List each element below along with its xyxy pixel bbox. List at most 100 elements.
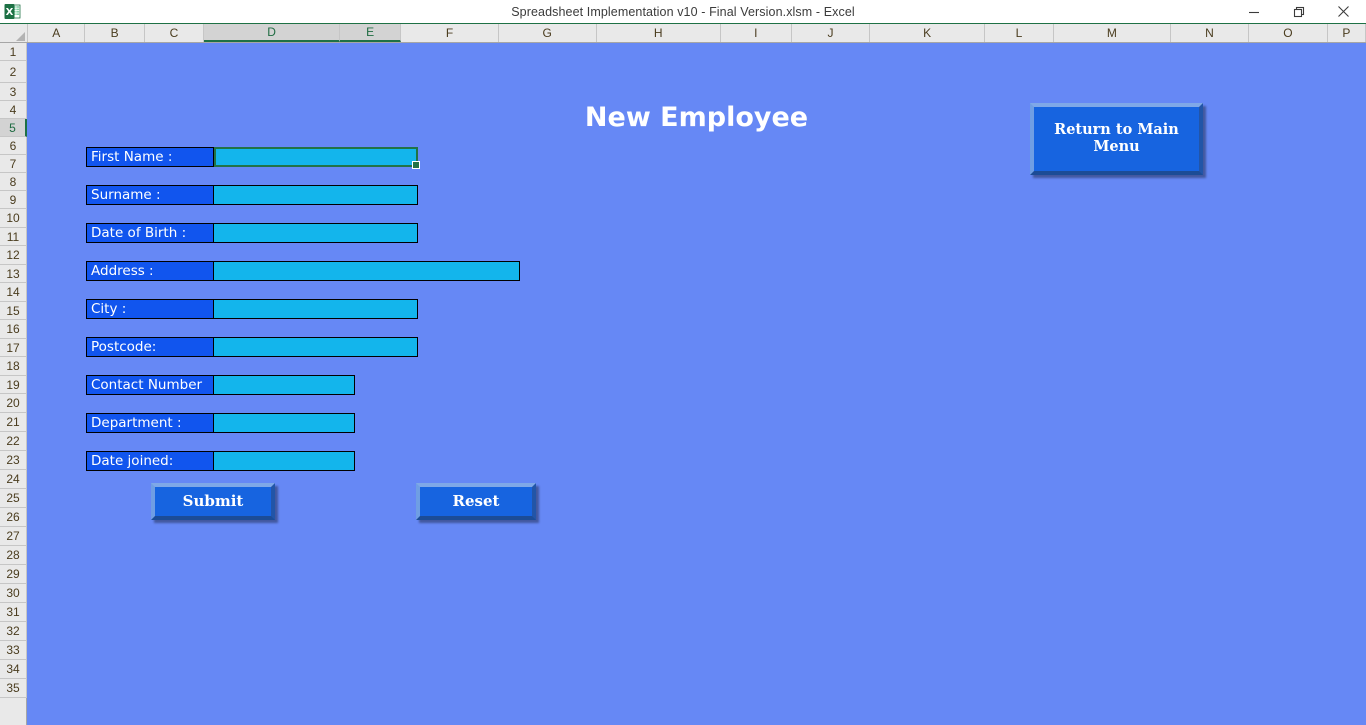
- row-header-label: 33: [6, 643, 20, 657]
- reset-button[interactable]: Reset: [416, 483, 536, 520]
- row-header-18[interactable]: 18: [0, 357, 27, 376]
- row-header-5[interactable]: 5: [0, 119, 27, 137]
- column-header-p[interactable]: P: [1327, 24, 1366, 42]
- row-header-15[interactable]: 15: [0, 302, 27, 320]
- column-header-d[interactable]: D: [204, 24, 341, 42]
- row-header-27[interactable]: 27: [0, 527, 27, 546]
- column-header-g[interactable]: G: [498, 24, 597, 42]
- form-field-date-joined: Date joined:: [86, 451, 355, 471]
- row-header-21[interactable]: 21: [0, 413, 27, 432]
- svg-text:X: X: [6, 7, 14, 18]
- minimize-button[interactable]: [1231, 0, 1276, 23]
- column-header-j[interactable]: J: [791, 24, 871, 42]
- input-department[interactable]: [214, 413, 355, 433]
- row-headers: 1 2 3 4 5 6 7 8 9 10 11 12 13 14 15 16 17 18 19 20 21 22 23 24 2…: [0, 43, 27, 725]
- column-header-n[interactable]: N: [1170, 24, 1250, 42]
- row-header-20[interactable]: 20: [0, 394, 27, 413]
- label-surname: Surname :: [86, 185, 214, 205]
- form-field-surname: Surname :: [86, 185, 418, 205]
- row-header-22[interactable]: 22: [0, 432, 27, 451]
- return-to-main-menu-button[interactable]: Return to Main Menu: [1030, 103, 1203, 175]
- row-header-12[interactable]: 12: [0, 246, 27, 265]
- select-all-corner[interactable]: [0, 24, 28, 42]
- submit-button[interactable]: Submit: [151, 483, 275, 520]
- column-header-label: M: [1106, 26, 1117, 40]
- row-header-label: 15: [6, 303, 20, 318]
- input-date-joined[interactable]: [214, 451, 355, 471]
- row-header-2[interactable]: 2: [0, 61, 27, 83]
- row-header-25[interactable]: 25: [0, 489, 27, 508]
- row-header-10[interactable]: 10: [0, 209, 27, 228]
- row-header-34[interactable]: 34: [0, 660, 27, 679]
- input-postcode[interactable]: [214, 337, 418, 357]
- form-field-contact-number: Contact Number: [86, 375, 355, 395]
- row-header-label: 35: [6, 681, 20, 695]
- column-header-label: N: [1205, 26, 1214, 40]
- row-header-11[interactable]: 11: [0, 228, 27, 246]
- column-header-o[interactable]: O: [1249, 24, 1328, 42]
- row-header-29[interactable]: 29: [0, 565, 27, 584]
- input-city[interactable]: [214, 299, 418, 319]
- row-header-label: 16: [6, 322, 20, 336]
- input-first-name[interactable]: [214, 147, 420, 169]
- input-contact-number[interactable]: [214, 375, 355, 395]
- row-header-label: 30: [6, 586, 20, 600]
- row-header-4[interactable]: 4: [0, 101, 27, 119]
- column-header-f[interactable]: F: [401, 24, 499, 42]
- row-header-28[interactable]: 28: [0, 546, 27, 565]
- form-field-city: City :: [86, 299, 418, 319]
- row-header-14[interactable]: 14: [0, 283, 27, 302]
- column-header-i[interactable]: I: [720, 24, 792, 42]
- column-header-label: J: [827, 26, 834, 40]
- column-header-label: F: [445, 26, 454, 40]
- row-header-8[interactable]: 8: [0, 173, 27, 191]
- column-header-a[interactable]: A: [28, 24, 86, 42]
- column-header-m[interactable]: M: [1053, 24, 1171, 42]
- worksheet-canvas[interactable]: New Employee First Name : Surname : Date o…: [27, 43, 1366, 725]
- row-header-label: 22: [6, 434, 20, 448]
- row-header-label: 31: [6, 605, 20, 619]
- row-header-6[interactable]: 6: [0, 137, 27, 155]
- row-header-3[interactable]: 3: [0, 83, 27, 101]
- row-header-32[interactable]: 32: [0, 622, 27, 641]
- row-header-31[interactable]: 31: [0, 603, 27, 622]
- column-header-label: H: [653, 26, 663, 40]
- fill-handle[interactable]: [412, 161, 420, 169]
- column-header-k[interactable]: K: [870, 24, 986, 42]
- column-header-b[interactable]: B: [85, 24, 145, 42]
- row-header-label: 5: [9, 120, 16, 135]
- row-header-label: 2: [9, 64, 17, 79]
- row-header-1[interactable]: 1: [0, 43, 27, 61]
- input-date-of-birth[interactable]: [214, 223, 418, 243]
- form-field-department: Department :: [86, 413, 355, 433]
- row-header-17[interactable]: 17: [0, 339, 27, 357]
- input-address[interactable]: [214, 261, 520, 281]
- row-header-13[interactable]: 13: [0, 265, 27, 283]
- input-surname[interactable]: [214, 185, 418, 205]
- row-header-label: 28: [6, 548, 20, 562]
- column-header-l[interactable]: L: [985, 24, 1054, 42]
- row-header-label: 20: [6, 396, 20, 410]
- column-header-label: B: [110, 26, 119, 40]
- restore-button[interactable]: [1276, 0, 1321, 23]
- row-header-label: 8: [9, 174, 17, 189]
- row-header-35[interactable]: 35: [0, 679, 27, 698]
- column-header-h[interactable]: H: [596, 24, 721, 42]
- column-header-label: O: [1283, 26, 1293, 40]
- row-header-label: 23: [6, 453, 20, 467]
- page-title: New Employee: [584, 102, 809, 133]
- row-header-9[interactable]: 9: [0, 191, 27, 209]
- label-address: Address :: [86, 261, 214, 281]
- close-button[interactable]: [1321, 0, 1366, 23]
- row-header-7[interactable]: 7: [0, 155, 27, 173]
- row-header-19[interactable]: 19: [0, 376, 27, 394]
- label-date-joined: Date joined:: [86, 451, 214, 471]
- column-header-c[interactable]: C: [144, 24, 205, 42]
- column-header-e[interactable]: E: [340, 24, 402, 42]
- row-header-26[interactable]: 26: [0, 508, 27, 527]
- row-header-23[interactable]: 23: [0, 451, 27, 470]
- row-header-33[interactable]: 33: [0, 641, 27, 660]
- row-header-16[interactable]: 16: [0, 320, 27, 339]
- row-header-24[interactable]: 24: [0, 470, 27, 489]
- row-header-30[interactable]: 30: [0, 584, 27, 603]
